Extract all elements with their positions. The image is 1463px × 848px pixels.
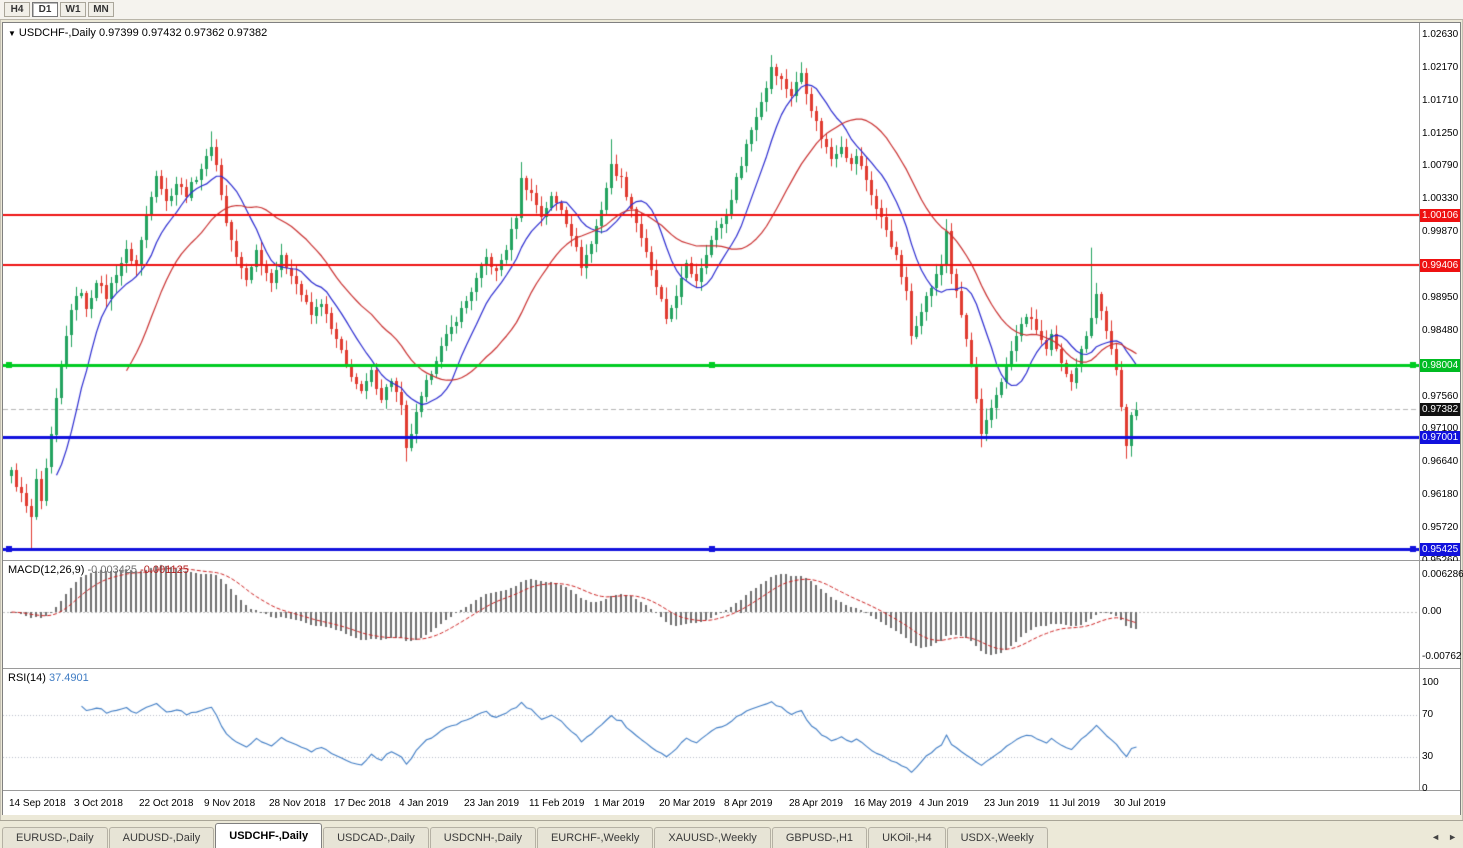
price-axis-tick: 1.00790 bbox=[1422, 160, 1459, 171]
price-axis-tick: 0.95260 bbox=[1422, 555, 1458, 566]
time-axis-label: 3 Oct 2018 bbox=[74, 798, 123, 809]
chart-tab-xauusd-weekly[interactable]: XAUUSD-,Weekly bbox=[654, 827, 771, 848]
chart-tab-eurchf-weekly[interactable]: EURCHF-,Weekly bbox=[536, 827, 654, 848]
time-axis-label: 9 Nov 2018 bbox=[204, 798, 256, 809]
rsi-axis-tick: 0 bbox=[1422, 783, 1428, 794]
pane-separator bbox=[3, 790, 1460, 791]
chart-tab-usdchf-daily[interactable]: USDCHF-,Daily bbox=[215, 823, 323, 848]
price-axis-tick: 1.02170 bbox=[1422, 62, 1459, 73]
current-price-label: 0.97382 bbox=[1420, 403, 1460, 416]
price-axis-tick: 0.96640 bbox=[1422, 456, 1459, 467]
rsi-canvas[interactable] bbox=[3, 669, 1419, 790]
time-axis-label: 28 Apr 2019 bbox=[789, 798, 843, 809]
hline-price-label: 0.99406 bbox=[1420, 259, 1460, 272]
time-axis-label: 14 Sep 2018 bbox=[9, 798, 66, 809]
hline-price-label: 0.98004 bbox=[1420, 359, 1460, 372]
price-axis-tick: 1.01250 bbox=[1422, 128, 1459, 139]
time-axis-label: 30 Jul 2019 bbox=[1114, 798, 1166, 809]
chart-tab-gbpusd-h1[interactable]: GBPUSD-,H1 bbox=[771, 827, 868, 848]
pane-separator[interactable] bbox=[3, 560, 1460, 561]
tab-scroll-left-icon[interactable]: ◄ bbox=[1431, 832, 1441, 842]
chart-title: ▼ USDCHF-,Daily 0.97399 0.97432 0.97362 0… bbox=[8, 27, 267, 39]
price-axis: 1.02630 1.02170 1.01710 1.01250 1.00790 1.003… bbox=[1420, 23, 1460, 566]
tab-scroll-right-icon[interactable]: ► bbox=[1448, 832, 1457, 842]
macd-axis-tick: -0.00762 bbox=[1422, 651, 1462, 662]
price-chart-canvas[interactable] bbox=[3, 23, 1419, 560]
macd-main-value: -0.003425 bbox=[87, 564, 138, 576]
chart-tab-bar: EURUSD-,Daily AUDUSD-,Daily USDCHF-,Daily U… bbox=[0, 820, 1463, 848]
time-axis-label: 23 Jan 2019 bbox=[464, 798, 520, 809]
price-axis-tick: 1.00330 bbox=[1422, 193, 1459, 204]
tab-scroll-controls: ◄ ► bbox=[1431, 832, 1457, 842]
axis-separator-vertical bbox=[1419, 23, 1420, 790]
chart-tab-audusd-daily[interactable]: AUDUSD-,Daily bbox=[108, 827, 215, 848]
time-axis-label: 8 Apr 2019 bbox=[724, 798, 773, 809]
chart-window: ▼ USDCHF-,Daily 0.97399 0.97432 0.97362 0… bbox=[2, 22, 1463, 815]
price-pane: ▼ USDCHF-,Daily 0.97399 0.97432 0.97362 0… bbox=[3, 23, 1419, 560]
rsi-axis: 100 70 30 0 bbox=[1420, 669, 1460, 794]
price-axis-tick: 1.01710 bbox=[1422, 95, 1459, 106]
price-axis-tick: 0.96180 bbox=[1422, 489, 1459, 500]
price-axis-tick: 0.99870 bbox=[1422, 226, 1459, 237]
rsi-pane: RSI(14) 37.4901 bbox=[3, 669, 1419, 790]
time-axis-label: 4 Jan 2019 bbox=[399, 798, 449, 809]
rsi-axis-tick: 100 bbox=[1422, 677, 1439, 688]
timeframe-button-mn[interactable]: MN bbox=[88, 2, 114, 17]
price-axis-tick: 0.98950 bbox=[1422, 292, 1459, 303]
time-axis: 14 Sep 2018 3 Oct 2018 22 Oct 2018 9 Nov 20… bbox=[3, 791, 1460, 815]
time-axis-label: 1 Mar 2019 bbox=[594, 798, 645, 809]
rsi-value: 37.4901 bbox=[48, 672, 89, 684]
time-axis-label: 17 Dec 2018 bbox=[334, 798, 391, 809]
chart-tab-ukoil-h4[interactable]: UKOil-,H4 bbox=[868, 827, 946, 848]
macd-signal-value: -0.001125 bbox=[140, 564, 189, 576]
macd-label: MACD(12,26,9) -0.003425 -0.001125 bbox=[8, 564, 189, 576]
chart-tab-usdx-weekly[interactable]: USDX-,Weekly bbox=[946, 827, 1048, 848]
rsi-axis-tick: 70 bbox=[1422, 709, 1434, 720]
hline-price-label: 0.95425 bbox=[1420, 543, 1460, 556]
macd-axis: 0.006286 0.00 -0.00762 bbox=[1420, 561, 1463, 668]
chart-tab-eurusd-daily[interactable]: EURUSD-,Daily bbox=[2, 827, 108, 848]
timeframe-toolbar: H4 D1 W1 MN bbox=[0, 0, 1463, 20]
hline-price-label: 1.00106 bbox=[1420, 209, 1460, 222]
chart-tab-usdcad-daily[interactable]: USDCAD-,Daily bbox=[323, 827, 429, 848]
price-axis-tick: 0.97560 bbox=[1422, 391, 1459, 402]
time-axis-label: 11 Jul 2019 bbox=[1049, 798, 1100, 809]
chart-tab-usdcnh-daily[interactable]: USDCNH-,Daily bbox=[429, 827, 536, 848]
time-axis-label: 4 Jun 2019 bbox=[919, 798, 969, 809]
time-axis-label: 11 Feb 2019 bbox=[529, 798, 585, 809]
price-axis-tick: 0.95720 bbox=[1422, 522, 1459, 533]
rsi-name: RSI(14) bbox=[8, 672, 46, 684]
time-axis-label: 22 Oct 2018 bbox=[139, 798, 194, 809]
time-axis-label: 16 May 2019 bbox=[854, 798, 912, 809]
macd-pane: MACD(12,26,9) -0.003425 -0.001125 bbox=[3, 561, 1419, 668]
price-axis-tick: 0.98480 bbox=[1422, 325, 1459, 336]
time-axis-label: 23 Jun 2019 bbox=[984, 798, 1040, 809]
timeframe-button-w1[interactable]: W1 bbox=[60, 2, 86, 17]
macd-axis-tick: 0.006286 bbox=[1422, 569, 1463, 580]
price-axis-tick: 1.02630 bbox=[1422, 29, 1459, 40]
chart-ohlc-values: 0.97399 0.97432 0.97362 0.97382 bbox=[98, 27, 268, 39]
pane-separator[interactable] bbox=[3, 668, 1460, 669]
macd-name: MACD(12,26,9) bbox=[8, 564, 85, 576]
hline-price-label: 0.97001 bbox=[1420, 431, 1460, 444]
chart-symbol-label: USDCHF-,Daily bbox=[18, 27, 96, 39]
timeframe-button-d1[interactable]: D1 bbox=[32, 2, 58, 17]
time-axis-label: 28 Nov 2018 bbox=[269, 798, 326, 809]
macd-canvas[interactable] bbox=[3, 561, 1419, 668]
rsi-label: RSI(14) 37.4901 bbox=[8, 672, 89, 684]
rsi-axis-tick: 30 bbox=[1422, 751, 1434, 762]
symbol-dropdown-icon[interactable]: ▼ bbox=[8, 29, 16, 38]
price-axis-tick: 0.97100 bbox=[1422, 423, 1459, 434]
time-axis-label: 20 Mar 2019 bbox=[659, 798, 716, 809]
macd-axis-tick: 0.00 bbox=[1422, 606, 1442, 617]
timeframe-button-h4[interactable]: H4 bbox=[4, 2, 30, 17]
